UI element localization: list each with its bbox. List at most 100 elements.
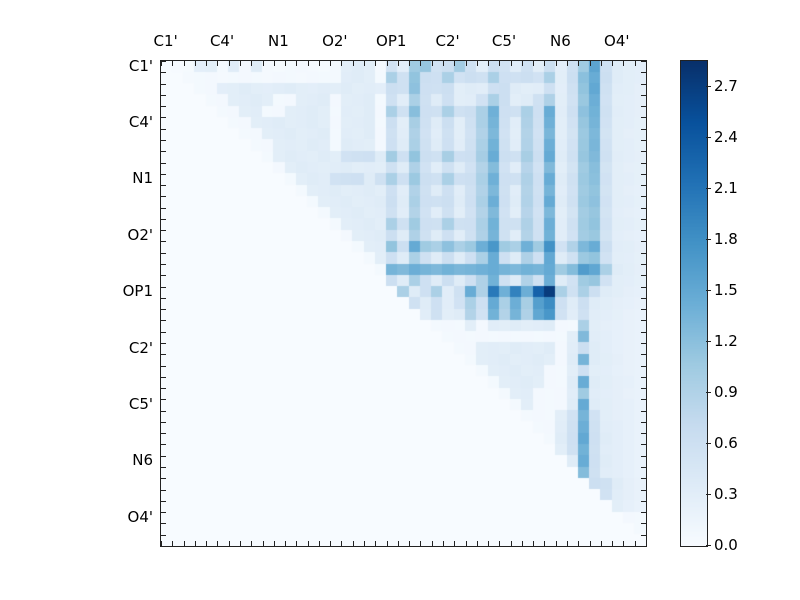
axis-tick [161, 252, 166, 254]
axis-tick [454, 541, 456, 546]
axis-tick [285, 61, 287, 66]
axis-tick [510, 61, 512, 66]
axis-tick [307, 541, 309, 546]
axis-tick [641, 523, 646, 525]
axis-tick [161, 128, 166, 130]
axis-tick [161, 61, 162, 66]
axis-tick [499, 61, 501, 66]
colorbar-tick-label: 2.7 [714, 76, 738, 95]
axis-tick [465, 61, 467, 66]
axis-tick [600, 541, 602, 546]
axis-tick [364, 541, 366, 546]
axis-tick [533, 61, 535, 66]
axis-tick [161, 512, 166, 514]
colorbar-tick-label: 1.8 [714, 229, 738, 248]
axis-tick [161, 264, 166, 266]
y-tick-label-text: OP1 [122, 282, 153, 301]
axis-tick [641, 512, 646, 514]
colorbar-tick-label: 1.2 [714, 331, 738, 350]
axis-tick [454, 61, 456, 66]
axis-tick [641, 365, 646, 367]
axis-tick [641, 489, 646, 491]
axis-tick [296, 541, 298, 546]
x-tick-label: O4' [604, 32, 630, 50]
y-tick-label-text: O4' [127, 507, 153, 526]
axis-tick [161, 421, 166, 423]
axis-tick [161, 433, 166, 435]
axis-tick [397, 541, 399, 546]
axis-tick [239, 61, 241, 66]
axis-tick [161, 286, 166, 288]
axis-tick [217, 541, 219, 546]
axis-tick [641, 139, 646, 141]
axis-tick [431, 61, 433, 66]
axis-tick [641, 275, 646, 277]
axis-tick [318, 541, 320, 546]
axis-tick [544, 541, 546, 546]
axis-tick [161, 309, 166, 311]
axis-tick [600, 61, 602, 66]
axis-tick [341, 61, 343, 66]
axis-tick [251, 541, 253, 546]
axis-tick [641, 309, 646, 311]
axis-tick [161, 320, 166, 322]
y-tick-label: N6 [132, 451, 174, 469]
axis-tick [409, 541, 411, 546]
axis-tick [420, 541, 422, 546]
y-tick-label-text: N1 [132, 169, 153, 188]
axis-tick [623, 541, 625, 546]
colorbar [680, 60, 708, 547]
colorbar-tick [706, 391, 711, 393]
axis-tick [641, 342, 646, 344]
axis-tick [641, 455, 646, 457]
axis-tick [161, 410, 166, 412]
axis-tick [641, 388, 646, 390]
axis-tick [641, 117, 646, 119]
axis-tick [465, 541, 467, 546]
axis-tick [641, 151, 646, 153]
x-tick-label: C5' [491, 32, 517, 50]
axis-tick [273, 541, 275, 546]
axis-tick [262, 61, 264, 66]
heatmap-axes [160, 60, 647, 547]
axis-tick [641, 354, 646, 356]
axis-tick [476, 541, 478, 546]
x-tick-label: OP1 [376, 32, 407, 50]
axis-tick [641, 106, 646, 108]
axis-tick [555, 61, 557, 66]
y-tick-label: OP1 [123, 282, 183, 300]
colorbar-tick [706, 85, 711, 87]
axis-tick [641, 83, 646, 85]
axis-tick [341, 541, 343, 546]
axis-tick [641, 196, 646, 198]
y-tick-label: C4' [129, 113, 177, 131]
x-tick-label: O2' [322, 32, 348, 50]
axis-tick [641, 286, 646, 288]
axis-tick [641, 185, 646, 187]
axis-tick [420, 61, 422, 66]
axis-tick [161, 331, 166, 333]
axis-tick [578, 61, 580, 66]
colorbar-tick [706, 340, 711, 342]
axis-tick [183, 61, 185, 66]
colorbar-tick [706, 136, 711, 138]
axis-tick [641, 252, 646, 254]
axis-tick [409, 61, 411, 66]
axis-tick [641, 478, 646, 480]
colorbar-gradient [681, 61, 707, 546]
colorbar-tick-label: 2.4 [714, 127, 738, 146]
axis-tick [161, 342, 166, 344]
axis-tick [544, 61, 546, 66]
axis-tick [318, 61, 320, 66]
axis-tick [161, 467, 166, 469]
x-tick-label: C2' [435, 32, 460, 50]
axis-tick [641, 410, 646, 412]
axis-tick [194, 61, 196, 66]
axis-tick [634, 541, 636, 546]
axis-tick [646, 541, 647, 546]
axis-tick [161, 162, 166, 164]
axis-tick [330, 541, 332, 546]
axis-tick [641, 399, 646, 401]
axis-tick [161, 354, 166, 356]
axis-tick [641, 376, 646, 378]
